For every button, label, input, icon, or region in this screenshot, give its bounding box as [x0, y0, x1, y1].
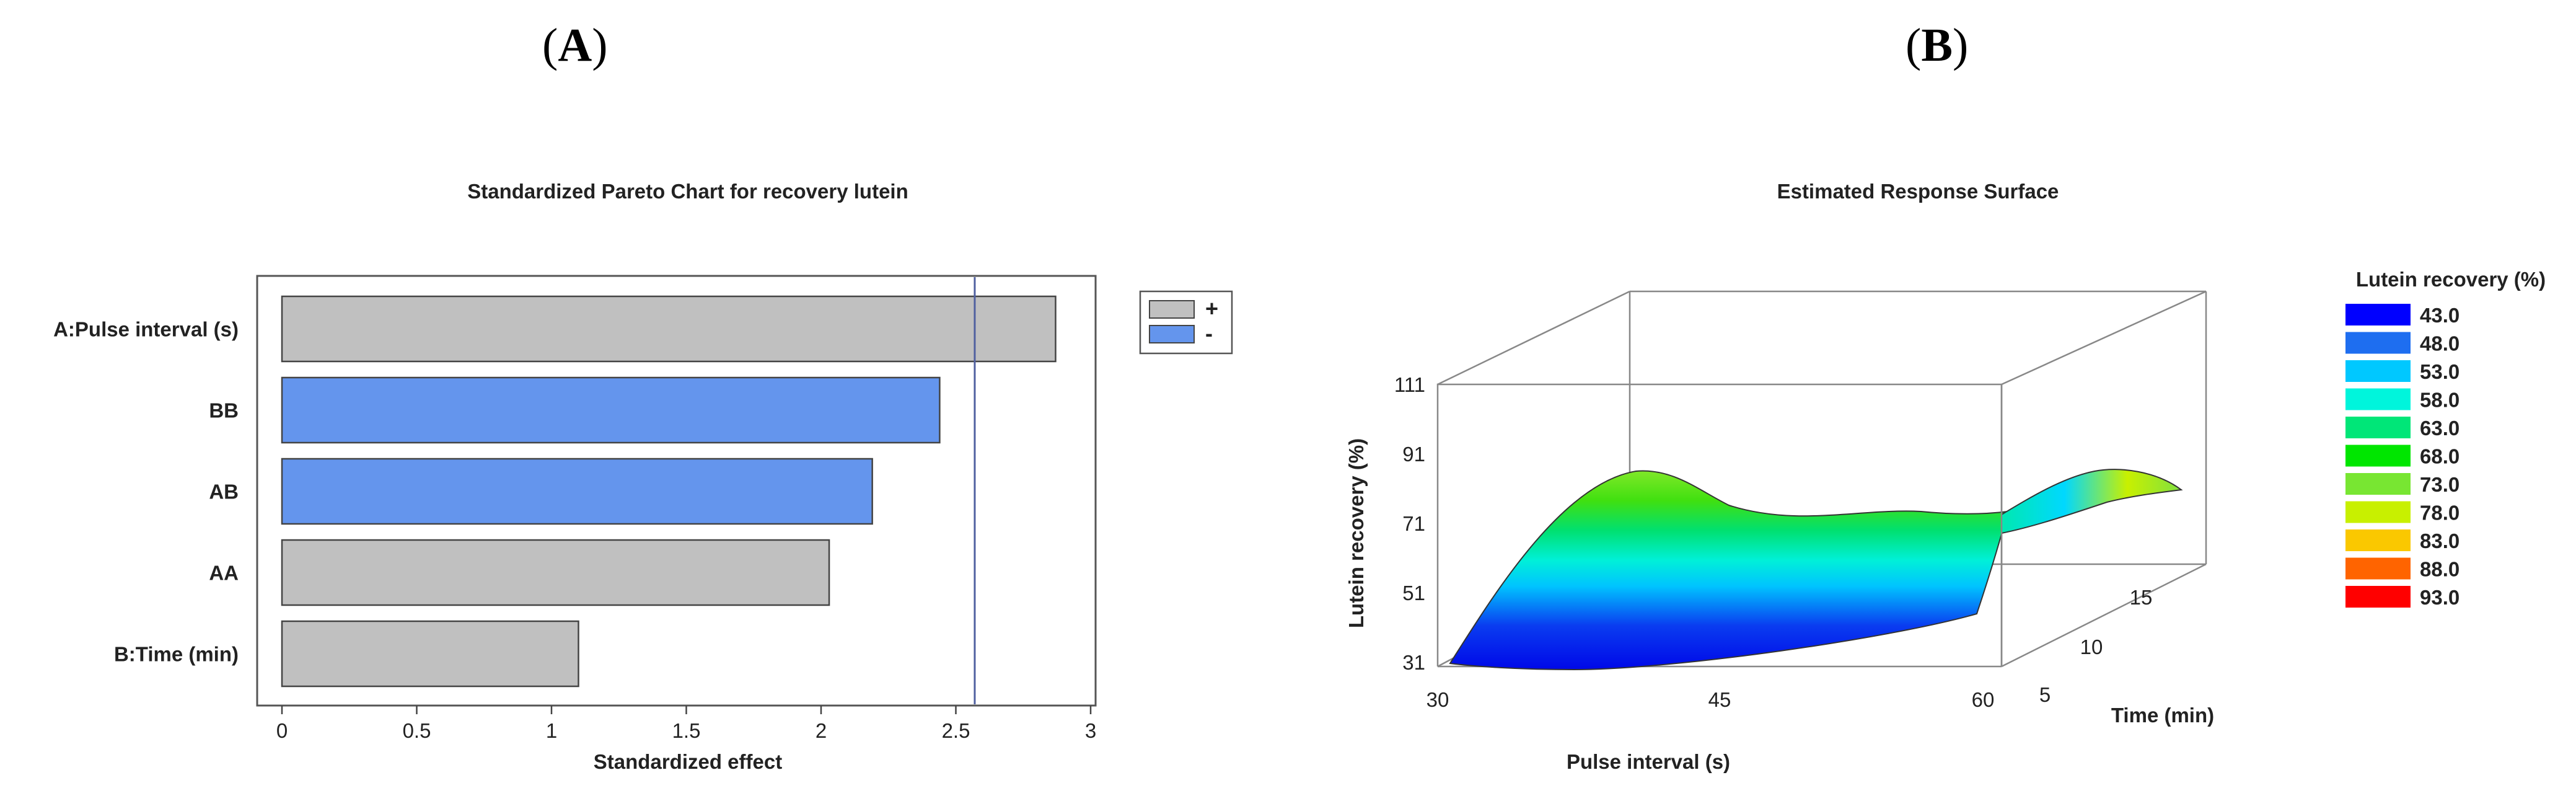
panel-label-a: (A) — [542, 19, 608, 71]
pareto-x-tick-label: 2 — [815, 719, 827, 742]
surface-legend-label: 93.0 — [2420, 586, 2460, 609]
surface-chart-title: Estimated Response Surface — [1777, 180, 2059, 203]
surface-box-frame — [1436, 290, 2207, 668]
surface-legend-swatch — [2345, 360, 2411, 382]
surface-legend-label: 48.0 — [2420, 332, 2460, 355]
pareto-x-tick-label: 2.5 — [942, 719, 970, 742]
pareto-x-tick-label: 0.5 — [403, 719, 431, 742]
pareto-category-label: B:Time (min) — [114, 643, 239, 666]
surface-x-tick-label: 30 — [1426, 688, 1449, 711]
surface-y-tick-label: 91 — [1402, 443, 1425, 466]
surface-x-tick-label: 60 — [1972, 688, 1995, 711]
response-surface-right-wing — [2001, 469, 2183, 534]
pareto-chart: Standardized Pareto Chart for recovery l… — [53, 180, 1233, 773]
surface-legend-label: 53.0 — [2420, 360, 2460, 383]
surface-legend-label: 58.0 — [2420, 389, 2460, 412]
surface-legend-swatch — [2345, 501, 2411, 523]
surface-y-tick-label: 71 — [1402, 512, 1425, 535]
pareto-x-axis: 0 0.5 1 1.5 2 2.5 3 — [276, 706, 1096, 742]
surface-z-tick-label: 15 — [2130, 586, 2153, 609]
pareto-x-tick-label: 3 — [1085, 719, 1096, 742]
pareto-category-label: AB — [209, 480, 239, 503]
pareto-x-axis-label: Standardized effect — [594, 750, 782, 773]
surface-legend-swatch — [2345, 417, 2411, 438]
surface-legend-swatch — [2345, 304, 2411, 325]
surface-legend-label: 78.0 — [2420, 502, 2460, 525]
surface-x-tick-label: 45 — [1708, 688, 1731, 711]
surface-legend-label: 43.0 — [2420, 304, 2460, 327]
pareto-legend-swatch — [1149, 325, 1195, 343]
surface-legend-label: 88.0 — [2420, 558, 2460, 581]
surface-legend-swatch — [2345, 445, 2411, 467]
surface-z-axis: 5 10 15 — [2039, 586, 2153, 706]
pareto-bar — [281, 376, 941, 444]
pareto-legend: +- — [1139, 290, 1233, 355]
surface-legend-swatch — [2345, 473, 2411, 495]
surface-legend-swatch — [2345, 529, 2411, 551]
pareto-legend-label: - — [1205, 321, 1213, 346]
surface-y-tick-label: 31 — [1402, 651, 1425, 674]
surface-z-tick-label: 5 — [2039, 683, 2051, 706]
pareto-bar — [281, 295, 1057, 363]
surface-legend-label: 83.0 — [2420, 529, 2460, 552]
pareto-category-label: A:Pulse interval (s) — [53, 318, 239, 341]
pareto-bars — [281, 295, 1057, 688]
surface-legend-swatch — [2345, 388, 2411, 410]
surface-legend-label: 63.0 — [2420, 417, 2460, 440]
pareto-x-tick-label: 0 — [276, 719, 288, 742]
surface-legend-swatch — [2345, 332, 2411, 354]
surface-legend: 43.0 48.0 53.0 58.0 63.0 68.0 73.0 78.0 83.0 88.0… — [2345, 304, 2460, 609]
pareto-category-label: BB — [209, 399, 239, 422]
surface-legend-swatch — [2345, 586, 2411, 608]
panel-label-b: (B) — [1906, 19, 1969, 71]
surface-y-tick-label: 51 — [1402, 582, 1425, 604]
surface-y-axis-label: Lutein recovery (%) — [1345, 438, 1368, 628]
pareto-bar — [281, 458, 873, 525]
surface-z-axis-label: Time (min) — [2111, 704, 2214, 727]
surface-legend-label: 68.0 — [2420, 445, 2460, 468]
response-surface — [1449, 470, 2009, 671]
pareto-bar — [281, 620, 579, 688]
pareto-chart-title: Standardized Pareto Chart for recovery l… — [467, 180, 908, 203]
surface-x-axis-label: Pulse interval (s) — [1567, 750, 1730, 773]
surface-y-tick-label: 111 — [1394, 373, 1425, 396]
pareto-x-tick-label: 1.5 — [672, 719, 701, 742]
surface-z-tick-label: 10 — [2080, 635, 2103, 658]
surface-legend-title: Lutein recovery (%) — [2356, 268, 2546, 291]
pareto-category-label: AA — [209, 562, 239, 585]
surface-legend-label: 73.0 — [2420, 473, 2460, 496]
pareto-category-labels: A:Pulse interval (s) BB AB AA B:Time (min) — [53, 318, 239, 666]
surface-x-axis: 30 45 60 — [1426, 688, 1995, 711]
pareto-legend-swatch — [1149, 300, 1195, 319]
pareto-bar — [281, 539, 830, 606]
pareto-legend-label: + — [1205, 296, 1218, 321]
surface-y-axis: 31 51 71 91 111 — [1394, 373, 1425, 674]
surface-legend-swatch — [2345, 557, 2411, 580]
pareto-x-tick-label: 1 — [546, 719, 557, 742]
